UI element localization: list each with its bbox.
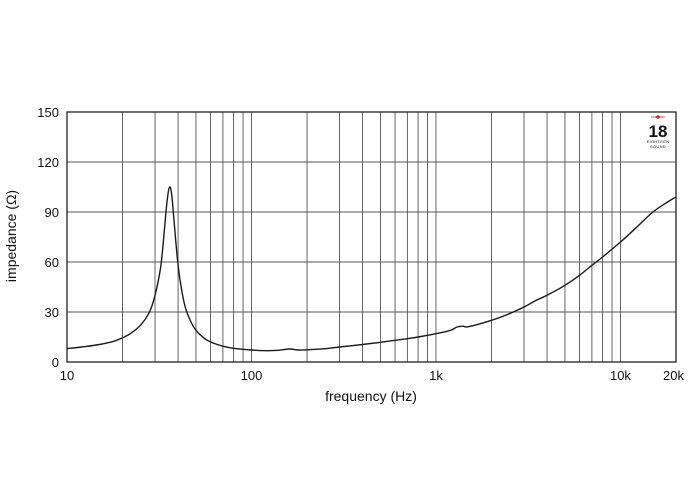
y-tick-label: 0 xyxy=(52,355,59,370)
logo-text-sound: SOUND xyxy=(650,144,666,149)
logo-number: 18 xyxy=(649,122,668,141)
x-axis-ticks: 10 100 1k 10k 20k xyxy=(60,368,685,383)
logo-text-eighteen: EIGHTEEN xyxy=(647,139,670,144)
y-tick-label: 90 xyxy=(45,205,59,220)
y-tick-label: 120 xyxy=(37,155,59,170)
x-tick-label: 100 xyxy=(241,368,263,383)
y-axis-title: impedance (Ω) xyxy=(3,190,19,282)
x-tick-label: 20k xyxy=(663,368,684,383)
y-tick-label: 150 xyxy=(37,105,59,120)
y-axis-ticks: 0 30 60 90 120 150 xyxy=(37,105,59,370)
brand-logo: 18 EIGHTEEN SOUND xyxy=(647,115,670,149)
grid xyxy=(67,112,676,362)
y-tick-label: 60 xyxy=(45,255,59,270)
x-tick-label: 10 xyxy=(60,368,74,383)
x-axis-title: frequency (Hz) xyxy=(325,388,417,404)
x-tick-label: 1k xyxy=(429,368,443,383)
x-tick-label: 10k xyxy=(610,368,631,383)
plot-frame xyxy=(66,111,677,363)
y-tick-label: 30 xyxy=(45,305,59,320)
impedance-curve xyxy=(66,186,677,352)
